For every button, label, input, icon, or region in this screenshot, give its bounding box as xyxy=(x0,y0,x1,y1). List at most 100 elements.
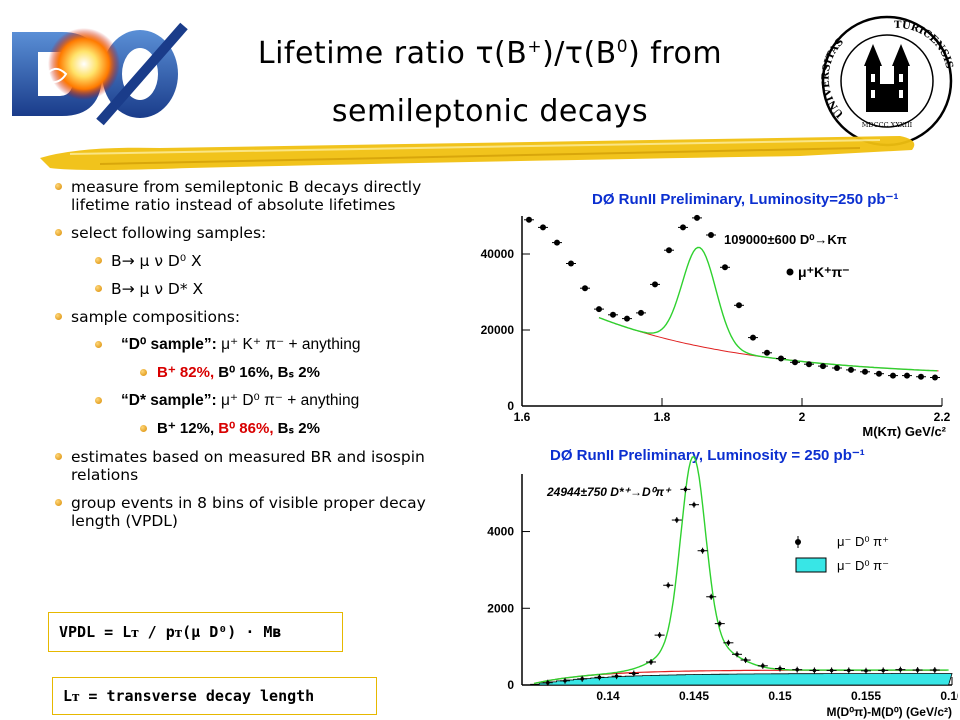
x-tick-label: 0.145 xyxy=(679,689,709,703)
bullet-icon xyxy=(95,257,102,264)
bullet-text: sample compositions: xyxy=(71,308,241,326)
bullet-icon xyxy=(55,229,62,236)
y-tick-label: 20000 xyxy=(481,323,515,337)
mass-plot-d0: DØ RunII Preliminary, Luminosity=250 pb⁻… xyxy=(481,191,951,439)
data-point xyxy=(610,311,616,318)
bullet-text: estimates based on measured BR and isosp… xyxy=(71,448,425,484)
title-text: (B xyxy=(494,36,528,71)
plot-title: DØ RunII Preliminary, Luminosity=250 pb⁻… xyxy=(592,191,898,208)
y-tick-label: 0 xyxy=(507,399,514,413)
x-tick-label: 1.6 xyxy=(514,410,531,424)
sample-label: “D⁰ sample”: xyxy=(121,336,217,353)
d0-logo xyxy=(12,22,188,126)
plot-annotation: 24944±750 D*⁺→D⁰π⁺ xyxy=(546,485,672,499)
lt-definition-box: Lᴛ = transverse decay length xyxy=(52,677,377,715)
sample-content: μ⁺ D⁰ π⁻ + anything xyxy=(220,392,360,409)
sample-label: “D* sample”: xyxy=(121,392,217,409)
title-line-1: Lifetime ratio τ(B+)/τ(B0) from xyxy=(200,18,780,83)
page-title: Lifetime ratio τ(B+)/τ(B0) from semilept… xyxy=(200,18,780,141)
data-point xyxy=(546,680,550,685)
legend-label: μ⁺K⁺π⁻ xyxy=(798,264,850,280)
data-point xyxy=(743,658,748,662)
data-point xyxy=(597,675,602,680)
data-point xyxy=(834,365,840,371)
bullet-icon xyxy=(55,499,62,506)
data-point xyxy=(649,660,653,664)
data-point xyxy=(580,677,584,681)
x-tick-label: 1.8 xyxy=(654,410,671,424)
data-point xyxy=(563,678,567,683)
y-tick-label: 2000 xyxy=(487,601,514,615)
tau-symbol: τ xyxy=(475,36,495,71)
data-point xyxy=(700,548,705,553)
bullet-icon xyxy=(55,453,62,460)
data-point xyxy=(812,668,817,673)
x-tick-label: 2.2 xyxy=(934,410,951,424)
legend-label: μ⁻ D⁰ π⁺ xyxy=(837,534,889,549)
data-point xyxy=(680,224,686,231)
list-item: B→ μ ν D⁰ X xyxy=(55,252,445,270)
brush-stroke-divider xyxy=(40,136,915,170)
bullet-text: group events in 8 bins of visible proper… xyxy=(71,494,426,530)
data-point xyxy=(778,355,784,362)
x-tick-label: 0.15 xyxy=(768,689,792,703)
vpdl-formula-box: VPDL = Lᴛ / pᴛ(μ D⁰) · Mʙ xyxy=(48,612,343,652)
list-item: B⁺ 12%, B⁰ 86%, Bₛ 2% xyxy=(55,420,445,438)
y-tick-label: 0 xyxy=(507,678,514,692)
sketch-glyph xyxy=(43,67,68,84)
list-item: sample compositions: xyxy=(55,308,445,326)
x-tick-label: 0.16 xyxy=(940,689,958,703)
bullet-icon xyxy=(140,369,147,376)
data-point xyxy=(736,302,742,309)
data-point xyxy=(820,363,826,370)
list-item: “D* sample”: μ⁺ D⁰ π⁻ + anything xyxy=(55,392,445,410)
data-point xyxy=(778,666,782,671)
data-point xyxy=(657,633,662,637)
data-point xyxy=(652,281,658,288)
data-point xyxy=(848,366,854,373)
data-point xyxy=(675,518,679,522)
x-tick-label: 0.14 xyxy=(596,689,620,703)
data-point xyxy=(718,621,722,626)
data-point xyxy=(933,668,937,672)
data-point xyxy=(540,224,546,231)
data-point xyxy=(750,334,756,341)
list-item: group events in 8 bins of visible proper… xyxy=(55,494,445,530)
title-text: (B xyxy=(583,36,617,71)
background-fit-curve xyxy=(598,317,939,372)
composition-highlight: B⁰ 86%, xyxy=(218,420,274,437)
data-point xyxy=(692,502,696,507)
composition-text: B⁰ 16%, Bₛ 2% xyxy=(214,364,320,381)
data-point xyxy=(694,214,700,221)
star-burst-icon xyxy=(48,28,120,100)
data-point xyxy=(795,667,799,672)
data-point xyxy=(614,674,619,678)
bullet-icon xyxy=(55,313,62,320)
bullet-icon xyxy=(95,285,102,292)
title-sup: + xyxy=(527,37,543,57)
bullet-icon xyxy=(55,183,62,190)
data-point xyxy=(904,372,910,379)
bullet-icon xyxy=(95,341,102,348)
data-point xyxy=(735,652,739,657)
data-point xyxy=(638,309,644,316)
list-item: B→ μ ν D* X xyxy=(55,280,445,298)
signal-fit-curve xyxy=(598,246,938,372)
composition-text: Bₛ 2% xyxy=(273,420,320,437)
data-point xyxy=(847,668,851,673)
data-point xyxy=(683,487,688,492)
data-point xyxy=(726,641,731,645)
plot-title: DØ RunII Preliminary, Luminosity = 250 p… xyxy=(550,447,865,464)
legend-fill-swatch xyxy=(795,557,827,573)
cathedral-icon xyxy=(864,44,910,112)
data-point xyxy=(862,368,868,375)
seal-inner-ring xyxy=(840,34,934,128)
data-point xyxy=(554,239,560,246)
data-point xyxy=(918,373,924,380)
data-point xyxy=(632,671,636,676)
x-tick-label: 2 xyxy=(799,410,806,424)
data-point xyxy=(526,216,532,223)
data-point xyxy=(829,668,834,673)
composition-highlight: B⁺ 82%, xyxy=(157,364,215,381)
mass-diff-plot-dstar: DØ RunII Preliminary, Luminosity = 250 p… xyxy=(487,447,958,719)
